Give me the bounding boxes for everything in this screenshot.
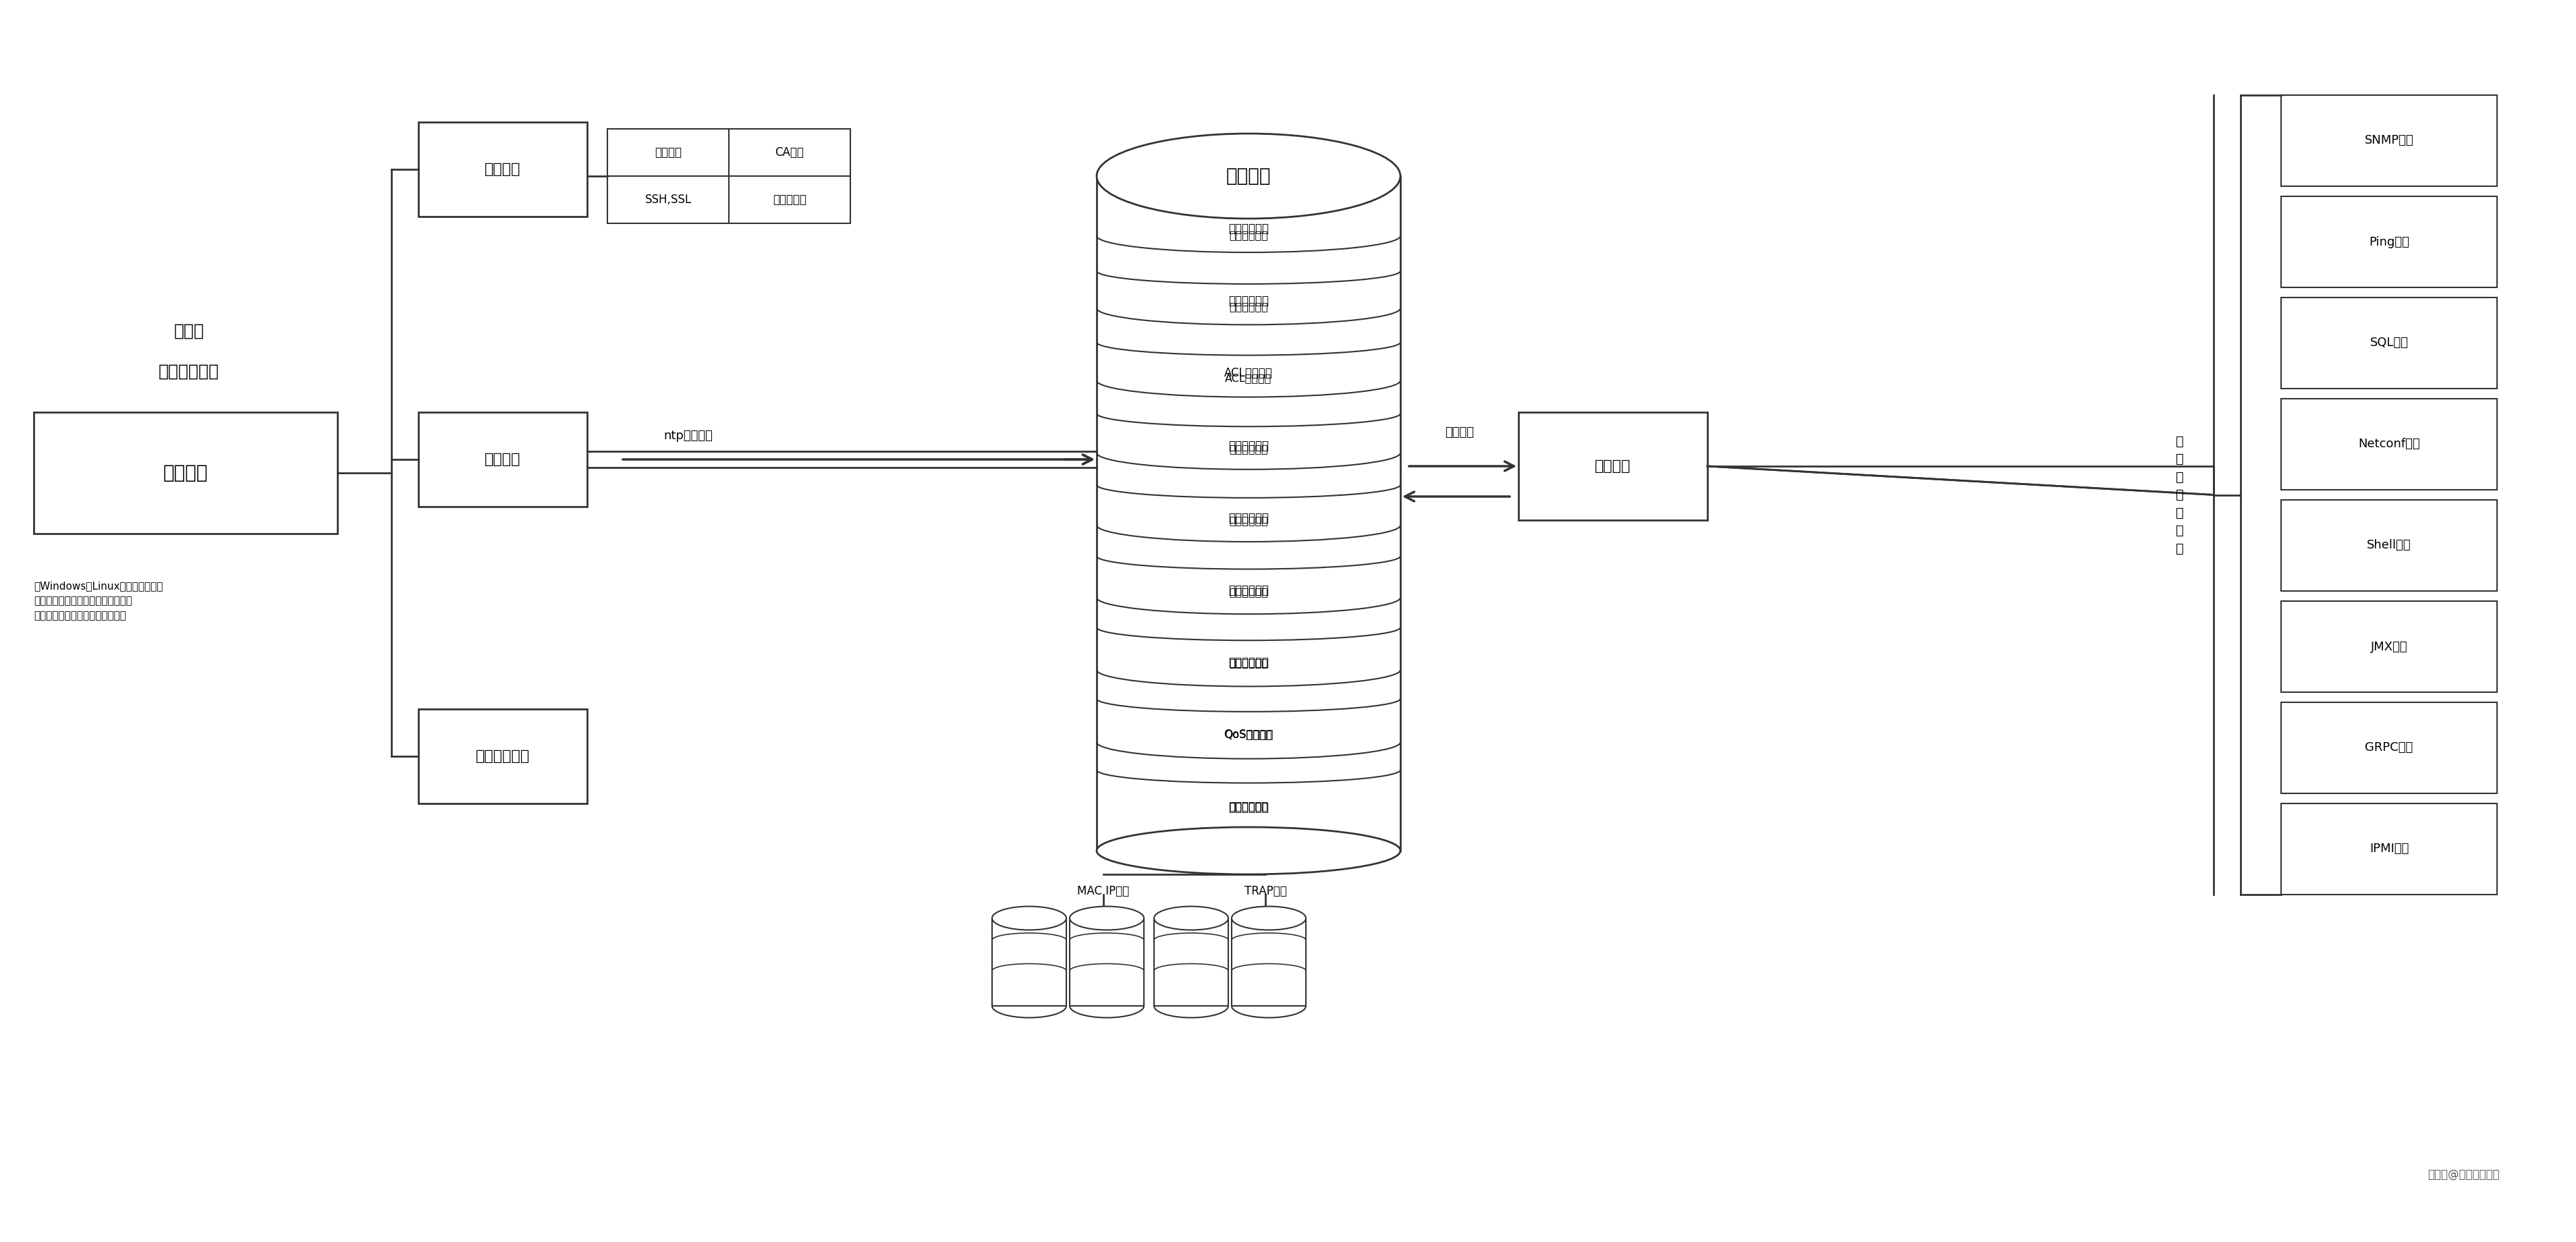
Text: 安全可控: 安全可控	[1226, 166, 1270, 185]
FancyBboxPatch shape	[2282, 702, 2496, 794]
Text: 终端准入控制: 终端准入控制	[1229, 230, 1267, 241]
Text: 加密技术: 加密技术	[654, 147, 683, 159]
FancyBboxPatch shape	[1231, 918, 1306, 1006]
FancyBboxPatch shape	[417, 412, 587, 507]
Text: 万能命令下发: 万能命令下发	[1229, 512, 1270, 524]
Text: 网络管理平台: 网络管理平台	[160, 364, 219, 380]
Text: 终端接入控制: 终端接入控制	[1229, 302, 1267, 312]
Text: SQL工具: SQL工具	[2370, 337, 2409, 349]
FancyBboxPatch shape	[729, 129, 850, 176]
Text: GRPC工具: GRPC工具	[2365, 741, 2414, 754]
FancyBboxPatch shape	[2282, 196, 2496, 287]
Text: Shell工具: Shell工具	[2367, 539, 2411, 551]
Text: JMX工具: JMX工具	[2370, 641, 2409, 653]
Text: 静态路由管理: 静态路由管理	[1229, 801, 1270, 814]
FancyBboxPatch shape	[1069, 918, 1144, 1006]
Ellipse shape	[1097, 827, 1401, 874]
Text: ACL访问控制: ACL访问控制	[1226, 373, 1273, 383]
Text: 端口流量限速: 端口流量限速	[1229, 658, 1267, 668]
FancyBboxPatch shape	[2282, 804, 2496, 894]
FancyBboxPatch shape	[2282, 399, 2496, 489]
Text: 搜狐号@北京智和信通: 搜狐号@北京智和信通	[2427, 1169, 2499, 1181]
Text: 批量控制: 批量控制	[1445, 426, 1473, 438]
Text: 端口流量限速: 端口流量限速	[1229, 657, 1270, 668]
Ellipse shape	[1231, 907, 1306, 930]
Text: 安全管控: 安全管控	[162, 463, 209, 482]
Text: IPMI工具: IPMI工具	[2370, 843, 2409, 854]
Text: ntp时钟管理: ntp时钟管理	[665, 430, 714, 442]
FancyBboxPatch shape	[2282, 601, 2496, 692]
Ellipse shape	[992, 907, 1066, 930]
Text: 全网流量策略: 全网流量策略	[1229, 586, 1267, 597]
Ellipse shape	[1097, 134, 1401, 219]
Text: QoS策略配置: QoS策略配置	[1224, 729, 1273, 739]
Text: 国产化: 国产化	[173, 323, 204, 339]
Text: 全网流量策略: 全网流量策略	[1229, 584, 1270, 596]
Text: 内
置
协
议
工
具
集: 内 置 协 议 工 具 集	[2177, 435, 2184, 555]
FancyBboxPatch shape	[1154, 918, 1229, 1006]
FancyBboxPatch shape	[608, 176, 729, 224]
Text: MAC IP管理: MAC IP管理	[1077, 886, 1128, 897]
FancyBboxPatch shape	[417, 709, 587, 804]
Text: 设备诊断: 设备诊断	[1595, 460, 1631, 473]
Text: CA证书: CA证书	[775, 147, 804, 159]
Text: 万能命令下发: 万能命令下发	[1229, 515, 1267, 525]
Text: TRAP管理: TRAP管理	[1244, 886, 1285, 897]
Text: QoS策略配置: QoS策略配置	[1224, 729, 1273, 741]
Text: 静态路由管理: 静态路由管理	[1229, 801, 1267, 811]
FancyBboxPatch shape	[2282, 96, 2496, 186]
Text: ACL访问控制: ACL访问控制	[1224, 368, 1273, 379]
FancyBboxPatch shape	[608, 129, 729, 176]
FancyBboxPatch shape	[729, 176, 850, 224]
Text: 终端接入控制: 终端接入控制	[1229, 294, 1270, 307]
Text: 终端准入控制: 终端准入控制	[1229, 222, 1270, 235]
Text: Netconf工具: Netconf工具	[2357, 438, 2419, 451]
FancyBboxPatch shape	[417, 122, 587, 216]
Ellipse shape	[1069, 907, 1144, 930]
Text: 国产化软件: 国产化软件	[773, 194, 806, 206]
Text: 网络安全: 网络安全	[484, 452, 520, 466]
FancyBboxPatch shape	[1517, 412, 1708, 520]
Ellipse shape	[1154, 907, 1229, 930]
FancyBboxPatch shape	[2282, 499, 2496, 591]
Text: 软件安全: 软件安全	[484, 163, 520, 176]
Text: Ping工具: Ping工具	[2370, 236, 2409, 248]
FancyBboxPatch shape	[992, 918, 1066, 1006]
Text: 在Windows、Linux、主流国产化操
作系统上稳定运行，智能管控所有主
流设备、国产化设备、网络及软件: 在Windows、Linux、主流国产化操 作系统上稳定运行，智能管控所有主 流…	[33, 581, 162, 621]
Text: 流量带宽监控: 流量带宽监控	[1229, 445, 1267, 455]
Text: 流量带宽监控: 流量带宽监控	[1229, 440, 1270, 452]
Text: 安全审计管理: 安全审计管理	[477, 749, 531, 763]
FancyBboxPatch shape	[2282, 298, 2496, 389]
Text: SNMP工具: SNMP工具	[2365, 134, 2414, 147]
Text: SSH,SSL: SSH,SSL	[644, 194, 690, 206]
FancyBboxPatch shape	[33, 412, 337, 534]
